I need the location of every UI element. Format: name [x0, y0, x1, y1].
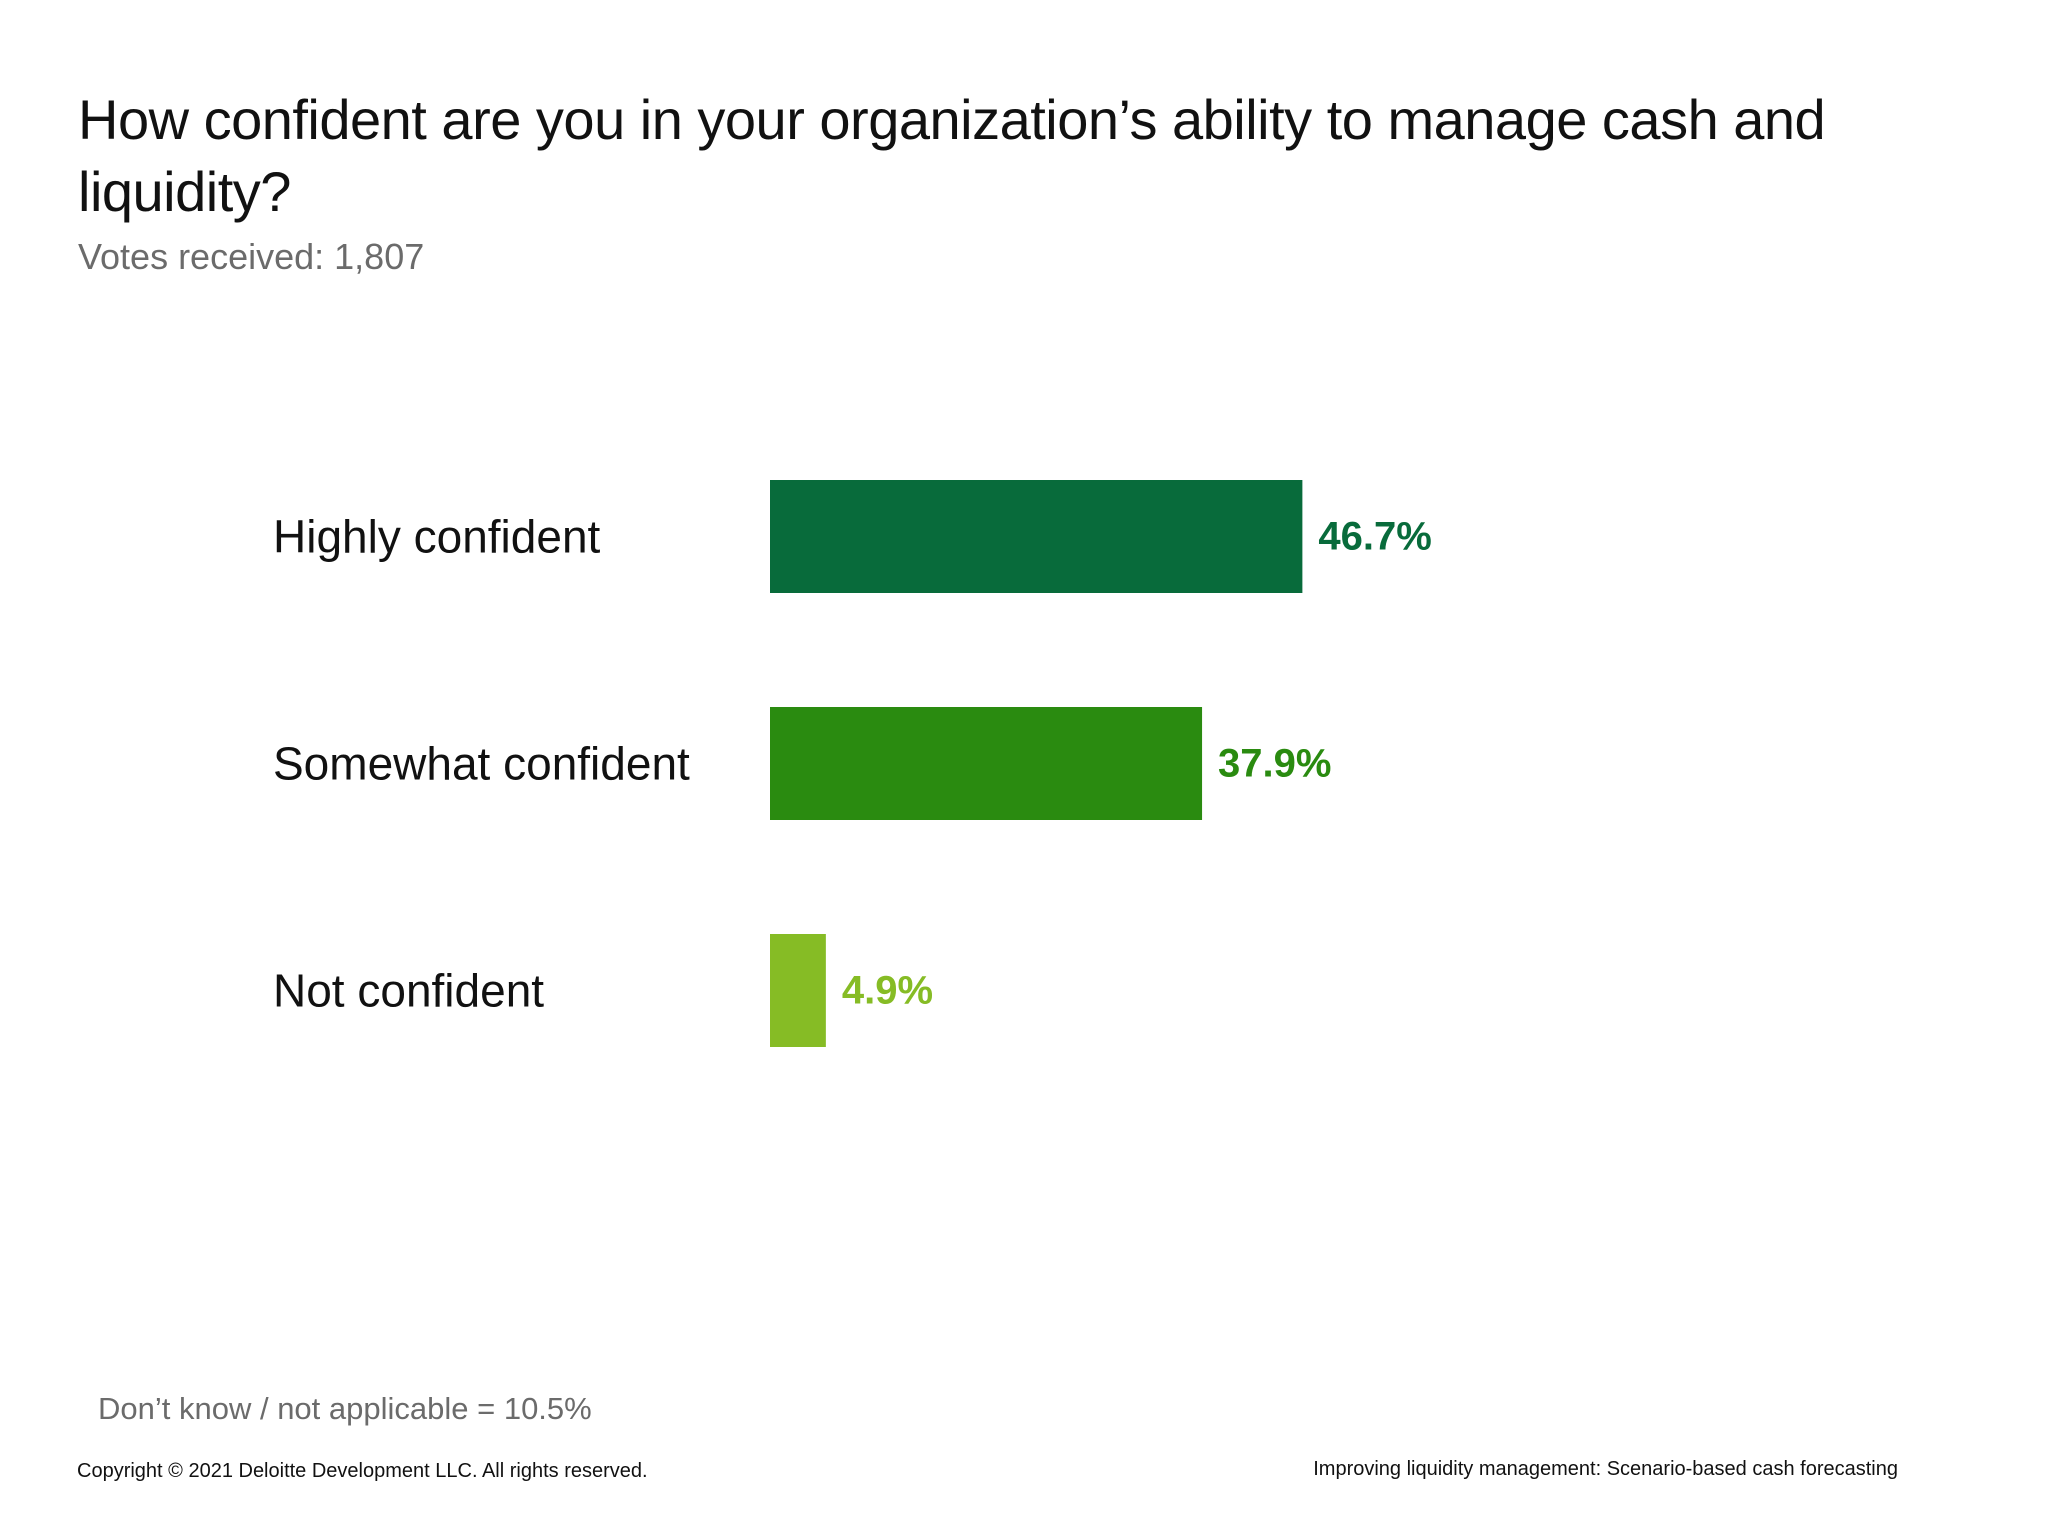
category-label: Not confident: [273, 965, 544, 1017]
category-label: Somewhat confident: [273, 738, 690, 790]
bar: [770, 707, 1203, 820]
data-label: 46.7%: [1318, 515, 1431, 559]
data-label: 37.9%: [1218, 742, 1331, 786]
copyright: Copyright © 2021 Deloitte Development LL…: [77, 1460, 648, 1482]
votes-received: Votes received: 1,807: [78, 236, 425, 277]
bar: [770, 934, 826, 1047]
category-label: Highly confident: [273, 511, 601, 563]
data-label: 4.9%: [842, 969, 933, 1013]
footnote: Don’t know / not applicable = 10.5%: [98, 1391, 592, 1426]
bar: [770, 480, 1303, 593]
document-title: Improving liquidity management: Scenario…: [1313, 1458, 1898, 1480]
slide-title: How confident are you in your organizati…: [78, 88, 1826, 223]
